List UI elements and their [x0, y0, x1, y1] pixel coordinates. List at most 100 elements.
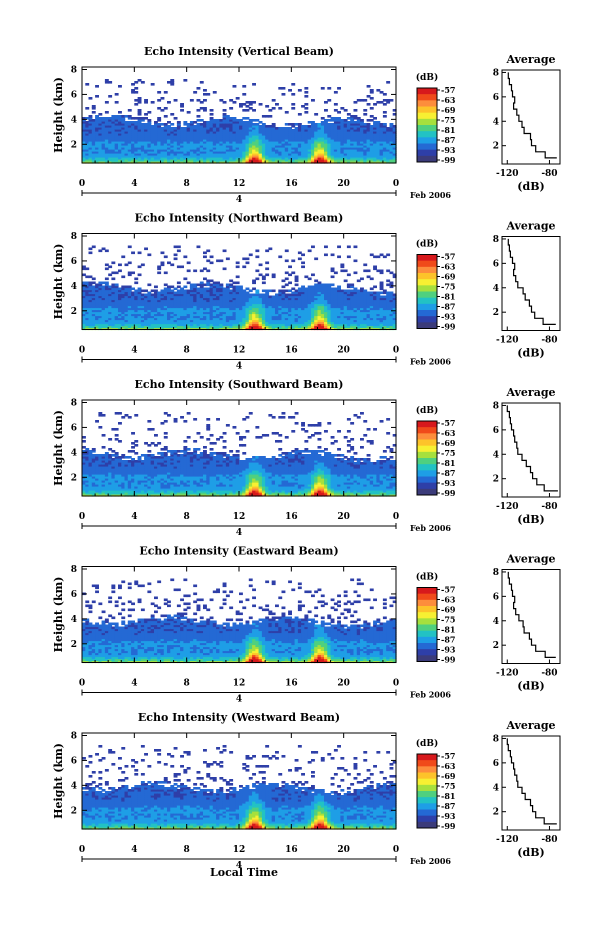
heatmap-cell [386, 327, 391, 331]
heatmap-cell [271, 317, 276, 321]
heatmap-cell [245, 143, 250, 146]
heatmap-cell [150, 295, 155, 299]
heatmap-cell [386, 313, 391, 317]
heatmap-cell [222, 317, 227, 321]
heatmap-cell [82, 468, 86, 471]
heatmap-cell [248, 313, 253, 317]
heatmap-cell [124, 293, 129, 297]
heatmap-cell [248, 327, 253, 331]
heatmap-cell [268, 141, 273, 144]
heatmap-cell [288, 149, 292, 152]
heatmap-cell [320, 301, 325, 305]
heatmap-cell [271, 125, 276, 128]
heatmap-cell [288, 295, 292, 299]
heatmap-cell [311, 121, 315, 124]
heatmap-cell [327, 139, 332, 142]
heatmap-cell [304, 111, 309, 114]
heatmap-cell [389, 99, 394, 102]
heatmap-cell [98, 490, 103, 493]
heatmap-cell [235, 325, 240, 329]
heatmap-cell [255, 137, 260, 140]
heatmap-cell [268, 301, 273, 305]
colorbar-tick-label: -63 [441, 95, 456, 105]
heatmap-cell [327, 313, 332, 317]
heatmap-cell [284, 313, 289, 317]
heatmap-cell [157, 291, 162, 295]
colorbar-tick-label: -99 [441, 155, 456, 165]
heatmap-cell [258, 317, 263, 321]
heatmap-cell [170, 307, 175, 311]
heatmap-cell [209, 157, 214, 160]
heatmap-cell [330, 123, 335, 126]
heatmap-cell [163, 149, 168, 152]
profile-y-tick-label: 2 [493, 308, 499, 318]
heatmap-cell [229, 143, 234, 146]
heatmap-cell [225, 155, 230, 158]
heatmap-cell [140, 143, 145, 146]
heatmap-cell [114, 480, 119, 483]
heatmap-cell [330, 325, 335, 329]
heatmap-cell [255, 277, 260, 281]
heatmap-cell [127, 161, 132, 164]
heatmap-cell [183, 295, 188, 299]
heatmap-cell [314, 327, 319, 331]
heatmap-cell [333, 161, 338, 164]
heatmap-cell [160, 299, 165, 303]
heatmap-cell [252, 151, 256, 154]
heatmap-cell [163, 153, 168, 156]
heatmap-cell [137, 305, 142, 309]
y-tick-label: 8 [71, 232, 77, 242]
heatmap-cell [108, 303, 113, 307]
heatmap-cell [137, 325, 142, 329]
heatmap-cell [363, 147, 368, 150]
heatmap-cell [225, 145, 230, 148]
heatmap-cell [239, 127, 243, 130]
heatmap-cell [346, 305, 351, 309]
heatmap-cell [320, 325, 325, 329]
heatmap-cell [95, 462, 99, 465]
heatmap-cell [85, 145, 90, 148]
heatmap-cell [258, 151, 263, 154]
heatmap-cell [127, 325, 132, 329]
heatmap-cell [320, 293, 325, 297]
heatmap-cell [369, 133, 374, 136]
heatmap-cell [150, 83, 155, 86]
heatmap-cell [252, 161, 256, 164]
heatmap-cell [160, 139, 165, 142]
heatmap-cell [239, 151, 243, 154]
heatmap-cell [104, 452, 109, 455]
heatmap-cell [340, 145, 345, 148]
heatmap-cell [301, 151, 305, 154]
heatmap-cell [196, 289, 201, 293]
heatmap-cell [324, 149, 328, 152]
heatmap-cell [95, 147, 99, 150]
heatmap-cell [350, 309, 355, 313]
heatmap-cell [154, 123, 158, 126]
heatmap-cell [137, 101, 142, 104]
heatmap-cell [95, 327, 99, 331]
heatmap-cell [160, 305, 165, 309]
colorbar-tick-label: -75 [441, 115, 455, 125]
heatmap-cell [137, 265, 142, 269]
heatmap-cell [222, 129, 227, 132]
heatmap-cell [235, 315, 240, 319]
heatmap-cell [353, 129, 358, 132]
heatmap-cell [314, 153, 319, 156]
heatmap-cell [108, 147, 113, 150]
heatmap-cell [392, 129, 397, 132]
heatmap-cell [131, 295, 135, 299]
x-tick-label: 4 [131, 346, 137, 356]
heatmap-cell [140, 321, 145, 325]
heatmap-cell [176, 325, 181, 329]
heatmap-cell [356, 293, 361, 297]
heatmap-cell [337, 295, 341, 299]
heatmap-cell [104, 472, 109, 475]
heatmap-cell [127, 147, 132, 150]
heatmap-cell [163, 129, 168, 132]
heatmap [82, 412, 397, 497]
heatmap-cell [91, 291, 96, 295]
heatmap-cell [333, 151, 338, 154]
heatmap-cell [108, 454, 113, 457]
heatmap-cell [85, 315, 90, 319]
heatmap-cell [337, 153, 341, 156]
